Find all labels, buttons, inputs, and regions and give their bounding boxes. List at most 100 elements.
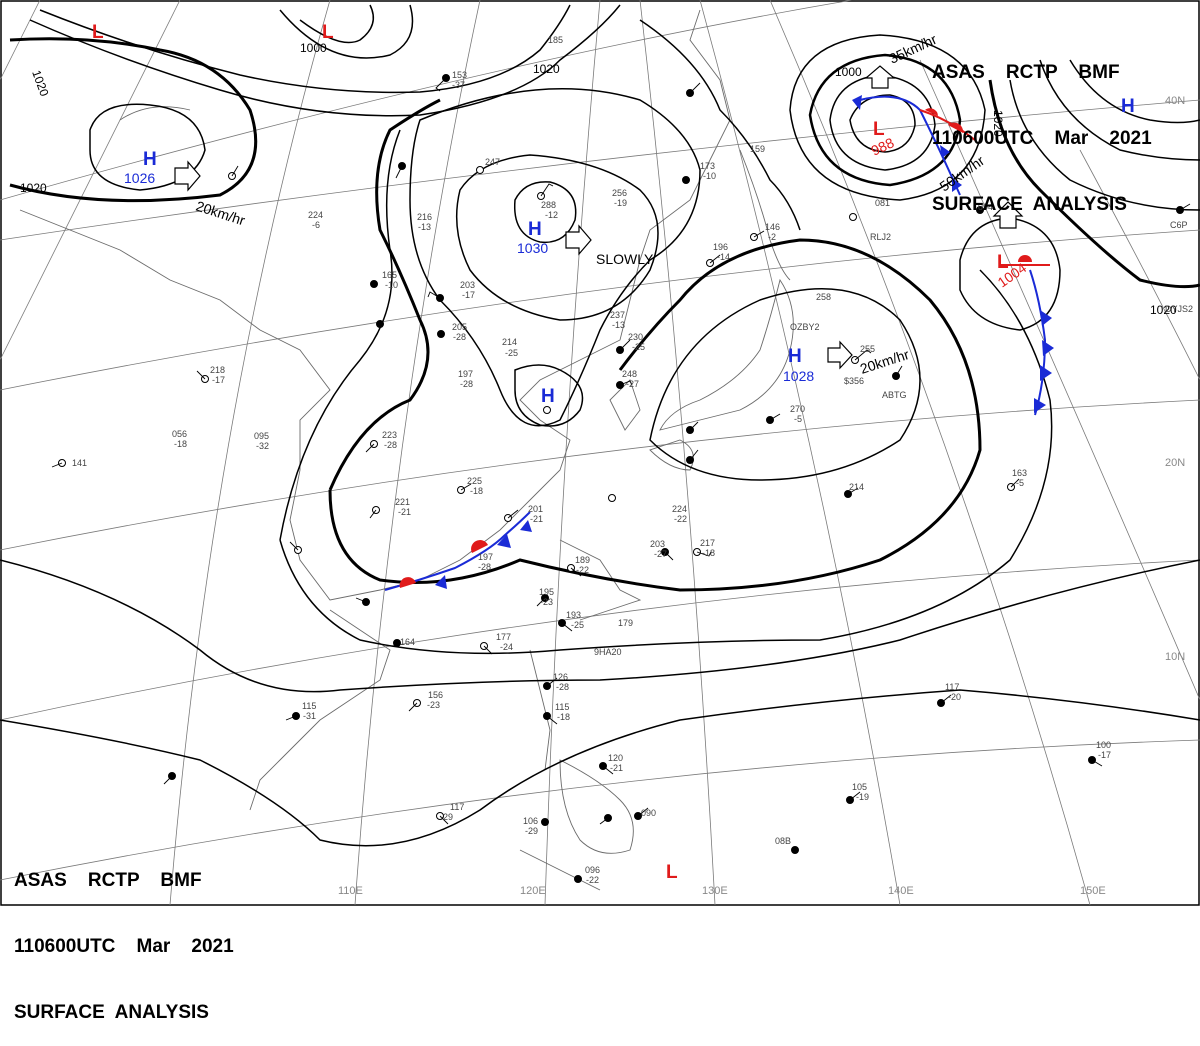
station-value: 216 xyxy=(417,212,432,222)
cold-front-triangle xyxy=(852,95,862,110)
station-value: -18 xyxy=(174,439,187,449)
station-value: 094 xyxy=(978,202,993,212)
station-value: -21 xyxy=(610,763,623,773)
motion-arrow-icon xyxy=(565,224,592,256)
station-plot-labels: 185 153 -37 247 288 -12 173 -10 196 -14 … xyxy=(72,35,1193,885)
station-value: 214 xyxy=(849,482,864,492)
warm-front-semicircle xyxy=(948,122,964,133)
isobar-east-2 xyxy=(1009,79,1200,211)
station-value: -23 xyxy=(540,597,553,607)
station-value: 197 xyxy=(478,552,493,562)
longitude-label: 150E xyxy=(1080,885,1106,897)
warm-front-semicircle xyxy=(471,540,488,553)
high-pressure-letter: H xyxy=(528,219,542,240)
station-value: 205 xyxy=(452,322,467,332)
isobar-inner-1026 xyxy=(89,103,206,191)
station-value: 217 xyxy=(700,538,715,548)
caption-line-time: 110600UTC Mar 2021 xyxy=(932,128,1152,149)
station-value: -13 xyxy=(418,222,431,232)
movement-labels: 20km/hr SLOWLY 20km/hr 35km/hr 50km/hr xyxy=(194,31,987,377)
station-value: 141 xyxy=(72,458,87,468)
caption-line-time: 110600UTC Mar 2021 xyxy=(14,936,234,957)
station-value: -19 xyxy=(614,198,627,208)
pressure-value: 1026 xyxy=(124,170,155,186)
high-pressure-letter: H xyxy=(1121,96,1135,117)
cold-front-triangle xyxy=(497,534,511,548)
isobar-high-1030 xyxy=(455,154,659,321)
chart-caption-bottom: ASAS RCTP BMF 110600UTC Mar 2021 SURFACE… xyxy=(14,826,234,1046)
station-circle xyxy=(682,176,690,184)
station-value: -10 xyxy=(703,171,716,181)
station-value: -28 xyxy=(460,379,473,389)
station-value: -17 xyxy=(1098,750,1111,760)
station-value: 164 xyxy=(400,637,415,647)
wind-barbs xyxy=(51,77,1191,825)
station-value: 256 xyxy=(612,188,627,198)
surface-analysis-map: 1020 1020 1020 1000 1000 1020 1020 H 102… xyxy=(0,0,1200,906)
station-value: -21 xyxy=(398,507,411,517)
station-value: -24 xyxy=(500,642,513,652)
station-value: -18 xyxy=(557,712,570,722)
station-value: 163 xyxy=(1012,468,1027,478)
station-value: 056 xyxy=(172,429,187,439)
station-value: 159 xyxy=(750,144,765,154)
isobar-high-1030-inner xyxy=(513,181,577,244)
chart-caption-top: ASAS RCTP BMF 110600UTC Mar 2021 SURFACE… xyxy=(932,18,1152,238)
isobar-labels: 1020 1020 1020 1000 1000 1020 1020 xyxy=(20,41,1177,317)
station-value: -31 xyxy=(303,711,316,721)
station-value: -29 xyxy=(440,812,453,822)
isobar-low-988-2 xyxy=(829,74,936,171)
station-value: 270 xyxy=(790,404,805,414)
station-value: -28 xyxy=(478,562,491,572)
station-value: -18 xyxy=(470,486,483,496)
station-value: -14 xyxy=(717,252,730,262)
station-value: 126 xyxy=(553,672,568,682)
station-circle xyxy=(393,639,401,647)
pressure-value: 1028 xyxy=(783,368,814,384)
station-value: 203 xyxy=(650,539,665,549)
cold-front-triangle xyxy=(520,520,532,532)
station-value: -32 xyxy=(256,441,269,451)
station-value: -28 xyxy=(556,682,569,692)
station-value: 195 xyxy=(539,587,554,597)
station-value: 247 xyxy=(485,157,500,167)
isobar-north-arc-3 xyxy=(299,4,375,44)
station-value: -17 xyxy=(462,290,475,300)
station-circle xyxy=(608,494,616,502)
station-value: 185 xyxy=(548,35,563,45)
front-symbols xyxy=(399,95,1054,589)
station-value: -25 xyxy=(571,620,584,630)
station-value: 179 xyxy=(618,618,633,628)
station-value: 237 xyxy=(610,310,625,320)
low-pressure-letter: L xyxy=(322,22,334,43)
station-value: 225 xyxy=(467,476,482,486)
low-pressure-letter: L xyxy=(92,22,104,43)
station-value: DYJS2 xyxy=(1165,304,1193,314)
station-value: 090 xyxy=(641,808,656,818)
isobar-high-1028 xyxy=(649,288,921,481)
isobar-1020-north xyxy=(9,37,258,203)
station-circle xyxy=(791,846,799,854)
motion-arrow-icon xyxy=(992,201,1024,229)
motion-arrows xyxy=(174,65,1024,370)
isobar-label: 1020 xyxy=(20,181,47,195)
station-value: 189 xyxy=(575,555,590,565)
high-pressure-letter: H xyxy=(541,386,555,407)
station-value: -22 xyxy=(576,565,589,575)
longitude-label: 140E xyxy=(888,885,914,897)
station-value: -22 xyxy=(674,514,687,524)
station-value: 115 xyxy=(302,701,316,711)
station-value: 288 xyxy=(541,200,556,210)
station-circle xyxy=(574,875,582,883)
station-value: -22 xyxy=(586,875,599,885)
station-value: 218 xyxy=(210,365,225,375)
longitude-label: 120E xyxy=(520,885,546,897)
motion-arrow-icon xyxy=(827,340,853,370)
station-value: 081 xyxy=(875,198,890,208)
high-pressure-letter: H xyxy=(143,149,157,170)
station-value: 255 xyxy=(860,344,875,354)
station-circle xyxy=(370,280,378,288)
isobar-wide-south xyxy=(0,559,1200,693)
station-value: RLJ2 xyxy=(870,232,891,242)
station-value: -20 xyxy=(948,692,961,702)
